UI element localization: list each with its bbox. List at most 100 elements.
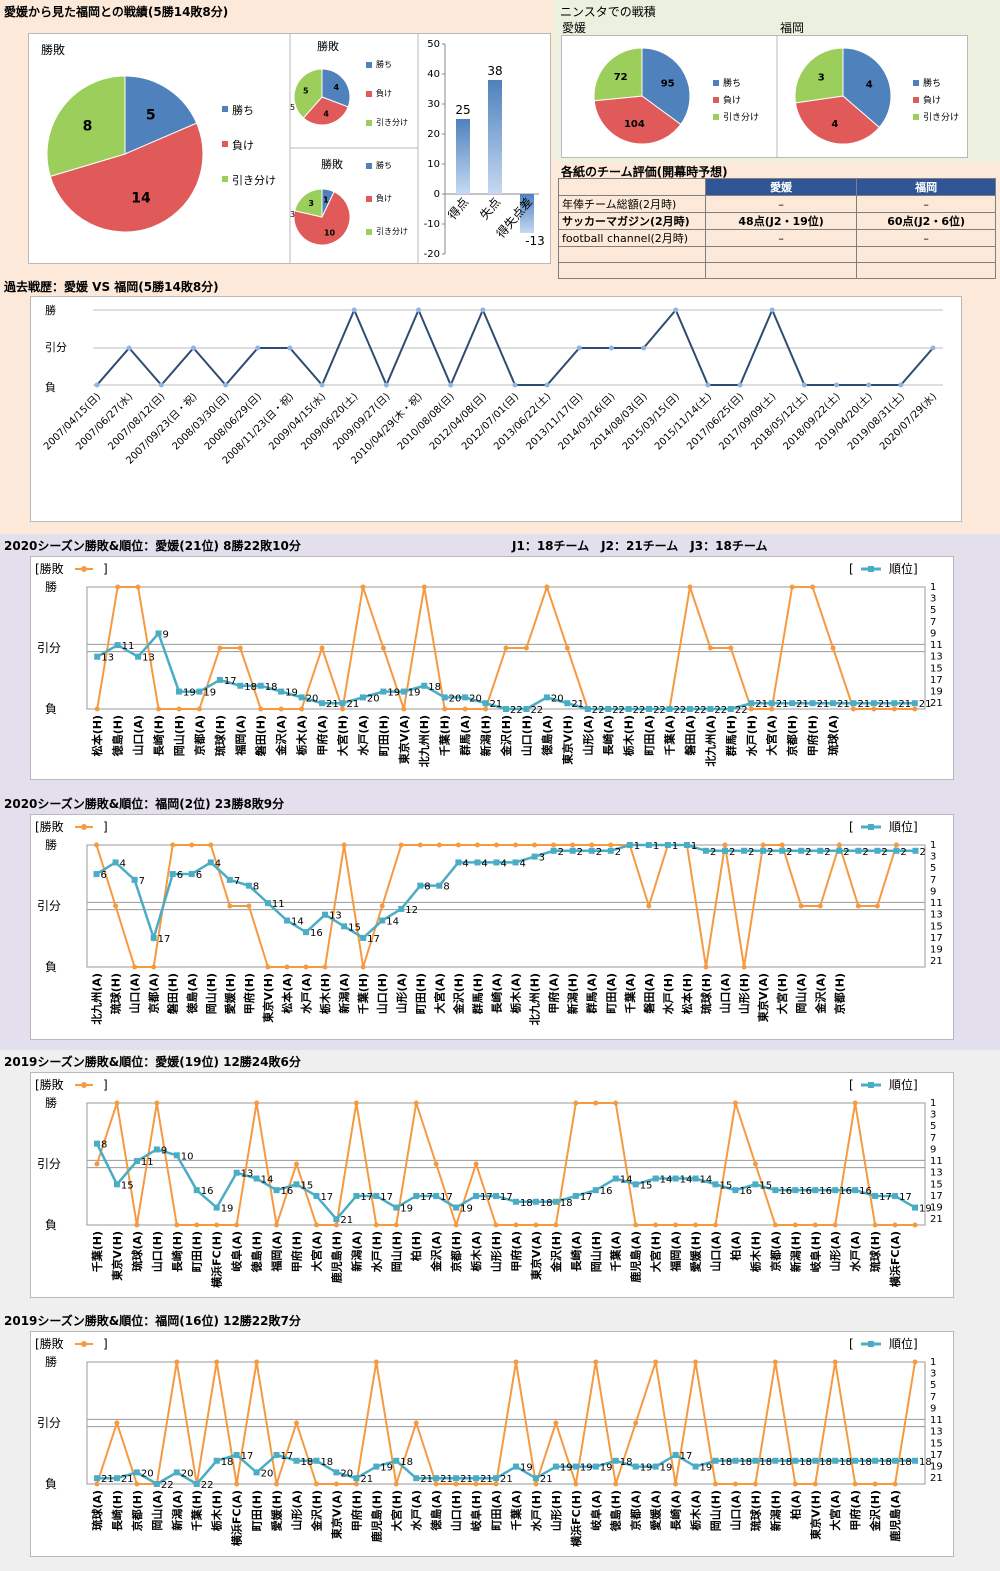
rank-label: 17: [224, 676, 237, 687]
x-tick-label: 町田(A): [605, 973, 618, 1014]
rank-point: [652, 1463, 659, 1470]
result-point: [646, 903, 652, 909]
rank-label: 19: [380, 1463, 393, 1474]
rank-point: [850, 700, 857, 707]
rank-tick-label: 9: [930, 886, 936, 897]
x-tick-label: 2009/09/27(日): [331, 391, 392, 452]
x-tick-label: 栃木(H): [318, 973, 332, 1014]
result-point: [313, 1481, 319, 1487]
ninsta-fukuoka-label: 福岡: [780, 21, 805, 35]
rank-point: [789, 700, 796, 707]
x-tick-label: 新潟(A): [170, 1490, 184, 1531]
rank-tick-label: 11: [930, 1156, 943, 1167]
rank-label: 22: [201, 1480, 214, 1491]
rank-point: [253, 1469, 260, 1476]
rank-point: [692, 1175, 699, 1182]
x-tick-label: 山口(H): [375, 973, 389, 1014]
rank-label: 20: [469, 693, 482, 704]
rank-point: [474, 859, 481, 866]
rank-point: [473, 1475, 480, 1482]
rank-label: 18: [428, 682, 441, 693]
ninsta-panel: 95 104 72 勝ち 負け 引き分け 4 4 3 勝ち 負け 引き分け: [561, 35, 968, 158]
x-tick-label: 柏(H): [409, 1231, 423, 1261]
result-point: [94, 1161, 100, 1167]
x-tick-label: 2007/08/12(日): [106, 391, 167, 452]
rank-label: 18: [560, 1198, 573, 1209]
pie-title: 勝敗: [317, 39, 339, 53]
result-point: [254, 1359, 260, 1365]
x-tick-label: 甲府(A): [848, 1490, 862, 1531]
result-point: [436, 842, 442, 848]
h2h-panel: 勝敗 5 14 8 勝ち 負け 引き分け 勝敗 4 4 5 5 勝ち 負け 引き分け 勝敗 1 10 3 3 勝ち 負け引…: [28, 33, 551, 264]
rank-label: 21: [121, 1474, 134, 1485]
x-tick-label: 甲府(H): [806, 715, 820, 756]
y-label: 引分: [37, 1157, 61, 1171]
result-point: [380, 645, 386, 651]
rank-label: 20: [551, 693, 564, 704]
rank-point: [493, 1475, 500, 1482]
rank-point: [493, 1192, 500, 1199]
x-tick-label: 徳島(A): [540, 715, 554, 757]
rank-point: [552, 1198, 559, 1205]
result-point: [94, 706, 100, 712]
rank-label: 18: [819, 1457, 832, 1468]
pie-slice: [794, 47, 844, 104]
pie-slice: [124, 75, 198, 155]
result-point: [850, 706, 856, 712]
x-tick-label: 鹿児島(H): [329, 1231, 343, 1283]
pie-label: 95: [661, 78, 675, 89]
rank-label: 2: [843, 847, 849, 858]
pie-slice: [293, 68, 323, 119]
rank-label: 18: [540, 1198, 553, 1209]
x-tick-label: 2012/07/01(日): [460, 391, 521, 452]
x-tick-label: 新潟(H): [566, 973, 580, 1014]
rank-label: 18: [400, 1457, 413, 1468]
y-label: 負: [45, 381, 56, 394]
rank-point: [645, 842, 652, 848]
rank-label: 17: [580, 1192, 593, 1203]
ninsta-title: ニンスタでの戦積: [560, 5, 656, 19]
eval-row-label: [558, 262, 706, 279]
legend-label: 勝ち: [376, 160, 392, 170]
rank-label: 21: [571, 699, 584, 710]
rank-point: [809, 700, 816, 707]
rank-point: [702, 847, 709, 854]
x-tick-label: 町田(H): [191, 1231, 204, 1272]
result-point: [393, 1222, 399, 1228]
rank-point: [93, 1475, 100, 1482]
rank-point: [592, 1463, 599, 1470]
result-point: [448, 382, 454, 388]
pie-label: 4: [333, 83, 339, 92]
rank-label: 19: [600, 1463, 613, 1474]
rank-label: 22: [674, 705, 687, 716]
x-tick-label: 水戸(H): [744, 715, 758, 756]
result-point: [294, 1420, 299, 1426]
legend-result-open: [勝敗: [35, 561, 64, 576]
result-point: [299, 706, 305, 712]
rank-label: 2: [710, 847, 716, 858]
rank-point: [632, 1181, 639, 1188]
rank-point: [133, 1158, 140, 1165]
pie-label: 8: [83, 119, 93, 135]
result-point: [830, 645, 836, 651]
x-tick-label: 群馬(H): [470, 973, 484, 1015]
rank-point: [114, 642, 121, 649]
rank-point: [113, 1181, 120, 1188]
x-tick-label: 金沢(A): [813, 973, 827, 1015]
result-point: [570, 842, 576, 848]
rank-point: [832, 1187, 839, 1194]
result-point: [893, 842, 899, 848]
rank-label: 15: [348, 922, 361, 933]
rank-label: 16: [739, 1186, 752, 1197]
rank-label: 22: [714, 705, 727, 716]
x-tick-label: 金沢(A): [274, 715, 288, 757]
rank-label: 21: [360, 1474, 373, 1485]
result-point: [393, 1481, 399, 1487]
season-2020-fukuoka-title: 2020シーズン勝敗&順位：福岡(2位) 23勝8敗9分: [4, 797, 285, 811]
x-tick-label: 栃木(A): [295, 715, 309, 756]
x-tick-label: 栃木(A): [689, 1490, 703, 1531]
rank-label: 20: [181, 1468, 194, 1479]
rank-label: 18: [899, 1457, 912, 1468]
result-point: [512, 382, 518, 388]
